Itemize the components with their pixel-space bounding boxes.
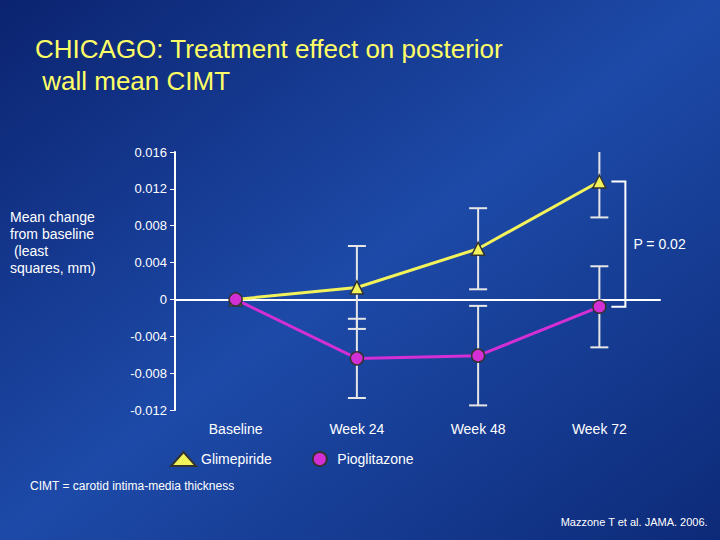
svg-text:Mean change: Mean change (10, 209, 99, 225)
svg-text:Pioglitazone: Pioglitazone (337, 451, 413, 467)
svg-text:Week 72: Week 72 (572, 421, 627, 437)
svg-text:CHICAGO: Treatment effect on p: CHICAGO: Treatment effect on posterior (35, 34, 503, 64)
svg-text:-0.008: -0.008 (130, 366, 167, 381)
svg-text:Week 24: Week 24 (329, 421, 384, 437)
svg-text:P = 0.02: P = 0.02 (633, 236, 686, 252)
svg-text:squares, mm): squares, mm) (10, 260, 96, 276)
svg-text:0.012: 0.012 (134, 181, 167, 196)
svg-text:Week 48: Week 48 (451, 421, 506, 437)
svg-text:0.004: 0.004 (134, 255, 167, 270)
svg-text:wall mean CIMT: wall mean CIMT (35, 66, 230, 96)
svg-text:Mazzone T et al. JAMA. 2006.: Mazzone T et al. JAMA. 2006. (561, 516, 708, 528)
svg-text:0.016: 0.016 (134, 145, 167, 160)
svg-text:CIMT = carotid intima-media th: CIMT = carotid intima-media thickness (30, 479, 234, 493)
svg-text:-0.004: -0.004 (130, 329, 167, 344)
svg-text:Baseline: Baseline (209, 421, 263, 437)
svg-text:from baseline: from baseline (10, 226, 94, 242)
svg-text:Glimepiride: Glimepiride (201, 451, 272, 467)
svg-text:(least: (least (10, 243, 52, 259)
svg-text:0: 0 (160, 292, 167, 307)
svg-text:-0.012: -0.012 (130, 403, 167, 418)
svg-text:0.008: 0.008 (134, 218, 167, 233)
